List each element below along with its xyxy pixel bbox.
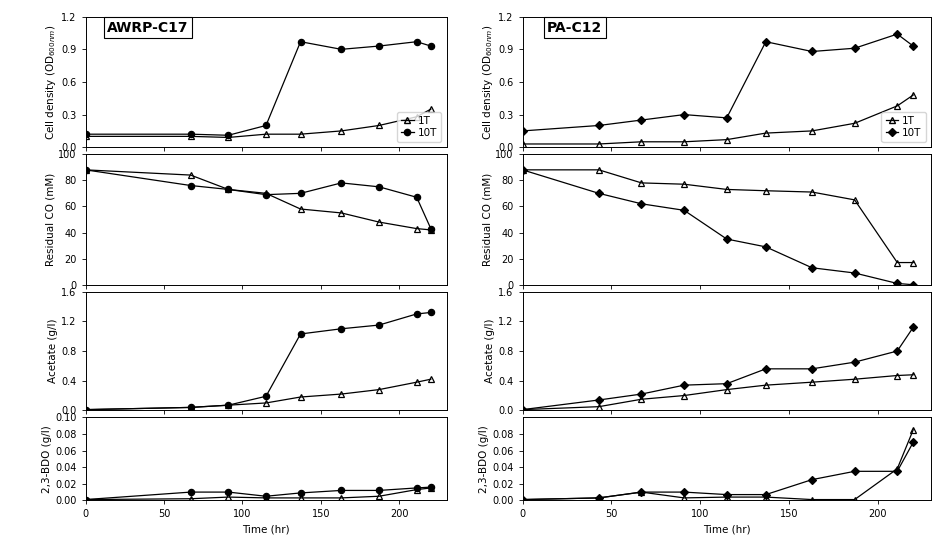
Y-axis label: 2,3-BDO (g/l): 2,3-BDO (g/l) bbox=[42, 425, 52, 493]
Legend: 1T, 10T: 1T, 10T bbox=[397, 112, 442, 142]
Y-axis label: 2,3-BDO (g/l): 2,3-BDO (g/l) bbox=[479, 425, 489, 493]
Y-axis label: Residual CO (mM): Residual CO (mM) bbox=[46, 173, 55, 266]
Y-axis label: Cell density (OD$_{600nm}$): Cell density (OD$_{600nm}$) bbox=[45, 24, 58, 140]
Y-axis label: Residual CO (mM): Residual CO (mM) bbox=[483, 173, 492, 266]
Y-axis label: Cell density (OD$_{600nm}$): Cell density (OD$_{600nm}$) bbox=[482, 24, 495, 140]
Y-axis label: Acetate (g/l): Acetate (g/l) bbox=[485, 319, 495, 383]
Text: AWRP-C17: AWRP-C17 bbox=[107, 21, 189, 34]
X-axis label: Time (hr): Time (hr) bbox=[242, 525, 290, 535]
Legend: 1T, 10T: 1T, 10T bbox=[882, 112, 926, 142]
Y-axis label: Acetate (g/l): Acetate (g/l) bbox=[48, 319, 58, 383]
Text: PA-C12: PA-C12 bbox=[547, 21, 602, 34]
X-axis label: Time (hr): Time (hr) bbox=[703, 525, 750, 535]
